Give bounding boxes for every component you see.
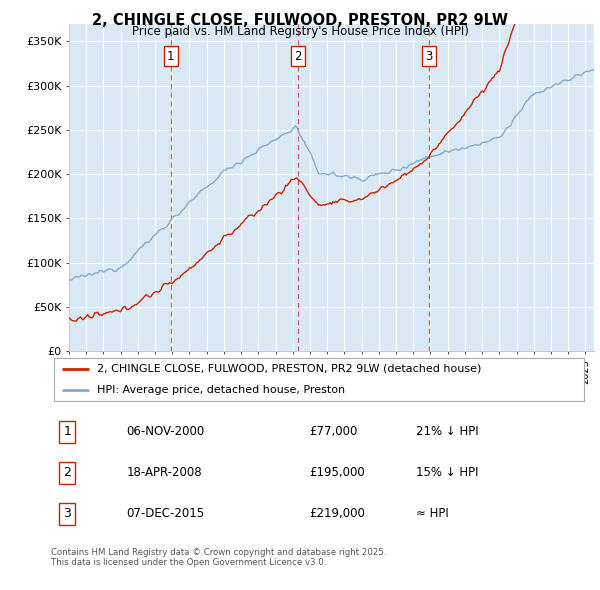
- Text: 21% ↓ HPI: 21% ↓ HPI: [416, 425, 479, 438]
- Text: Price paid vs. HM Land Registry's House Price Index (HPI): Price paid vs. HM Land Registry's House …: [131, 25, 469, 38]
- Text: 06-NOV-2000: 06-NOV-2000: [126, 425, 205, 438]
- FancyBboxPatch shape: [53, 358, 584, 401]
- Text: £219,000: £219,000: [309, 507, 365, 520]
- Text: 2, CHINGLE CLOSE, FULWOOD, PRESTON, PR2 9LW: 2, CHINGLE CLOSE, FULWOOD, PRESTON, PR2 …: [92, 13, 508, 28]
- Text: 15% ↓ HPI: 15% ↓ HPI: [416, 466, 479, 479]
- Text: 2: 2: [63, 466, 71, 479]
- Text: £195,000: £195,000: [309, 466, 365, 479]
- Text: 1: 1: [63, 425, 71, 438]
- Text: £77,000: £77,000: [309, 425, 357, 438]
- Text: 3: 3: [63, 507, 71, 520]
- Text: 2: 2: [294, 50, 302, 63]
- Text: 18-APR-2008: 18-APR-2008: [126, 466, 202, 479]
- Text: ≈ HPI: ≈ HPI: [416, 507, 449, 520]
- Text: 3: 3: [425, 50, 433, 63]
- Text: HPI: Average price, detached house, Preston: HPI: Average price, detached house, Pres…: [97, 385, 345, 395]
- Text: 07-DEC-2015: 07-DEC-2015: [126, 507, 205, 520]
- Text: Contains HM Land Registry data © Crown copyright and database right 2025.
This d: Contains HM Land Registry data © Crown c…: [51, 548, 386, 567]
- Text: 2, CHINGLE CLOSE, FULWOOD, PRESTON, PR2 9LW (detached house): 2, CHINGLE CLOSE, FULWOOD, PRESTON, PR2 …: [97, 364, 481, 374]
- Text: 1: 1: [167, 50, 175, 63]
